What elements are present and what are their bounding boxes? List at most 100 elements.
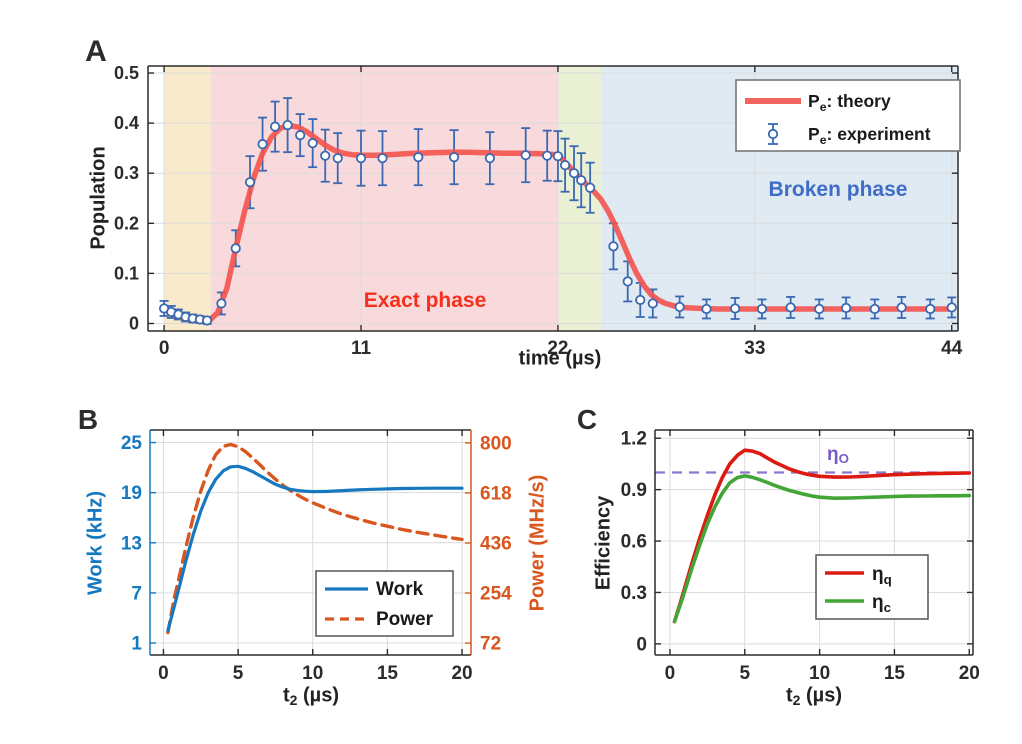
experiment-point — [946, 302, 957, 313]
experiment-point — [647, 298, 658, 309]
experiment-point — [814, 303, 825, 315]
panel-a-xtick-label: 22 — [547, 338, 568, 359]
experiment-point — [269, 121, 281, 132]
panel-a-ytick-label: 0.4 — [114, 113, 139, 133]
panel-c-legend: ηq ηc — [815, 554, 929, 620]
legend-experiment-label: Pe: experiment — [808, 124, 931, 147]
experiment-point — [608, 241, 619, 252]
panel-b-left-ytick-label: 13 — [121, 533, 142, 554]
legend-work-label: Work — [376, 579, 424, 600]
panel-a-ytick-label: 0.2 — [114, 213, 139, 233]
panel-b-left-ytick-label: 25 — [121, 433, 143, 454]
eta-c-curve — [672, 474, 972, 624]
experiment-point — [216, 298, 227, 309]
panel-b-left-ytick-label: 1 — [131, 634, 142, 655]
experiment-point — [320, 150, 331, 161]
panel-b-right-ytick-label: 254 — [480, 584, 512, 605]
panel-b-xtick-label: 0 — [158, 663, 169, 684]
panel-a-xtick-label: 33 — [744, 338, 765, 359]
experiment-point — [674, 301, 685, 313]
experiment-point — [282, 120, 293, 131]
panel-b-right-ytick-label: 618 — [480, 483, 512, 504]
panel-c-xtick-label: 10 — [809, 663, 830, 684]
panel-a-x-axis-label: time (µs) — [518, 347, 602, 370]
panel-b-xtick-label: 15 — [377, 663, 399, 684]
experiment-point — [542, 150, 553, 161]
panel-c-ytick-label: 0.6 — [621, 532, 647, 553]
experiment-point — [622, 276, 633, 287]
panel-c-x-label-main: t — [786, 684, 793, 707]
experiment-point — [730, 303, 741, 314]
legend-theory-label: Pe: theory — [808, 91, 891, 114]
experiment-point — [576, 175, 587, 186]
phase-band — [210, 66, 558, 331]
eta-o-annotation: ηO — [827, 444, 849, 466]
panel-b-xtick-label: 10 — [302, 663, 323, 684]
experiment-point — [244, 177, 256, 188]
legend-eta-c-label: ηc — [872, 592, 891, 615]
panel-a-ytick-label: 0.5 — [114, 63, 139, 83]
panel-c-ytick-label: 1.2 — [621, 429, 647, 450]
broken-phase-annotation: Broken phase — [768, 178, 908, 201]
panel-b-left-ytick-label: 19 — [121, 483, 142, 504]
panel-b-right-ytick-label: 436 — [480, 533, 512, 554]
experiment-point — [756, 303, 768, 315]
panel-a-ytick-label: 0 — [129, 313, 139, 333]
panel-b-left-y-axis-label: Work (kHz) — [84, 490, 107, 596]
experiment-point — [377, 153, 388, 164]
experiment-point — [230, 243, 241, 254]
panel-b-x-label-sub: 2 — [289, 691, 298, 708]
panel-a-plot: 0 11 22 33 44 0 0.1 0.2 0.3 0.4 0.5 Pe: theory Pe: e… — [114, 63, 963, 359]
panel-c-y-axis-label: Efficiency — [592, 495, 615, 591]
experiment-point — [559, 160, 571, 171]
panel-a-xtick-label: 44 — [941, 338, 963, 359]
experiment-point — [841, 302, 852, 314]
experiment-point — [520, 150, 531, 161]
phase-band — [557, 66, 601, 331]
experiment-point — [635, 294, 646, 306]
experiment-point — [307, 138, 318, 149]
experiment-point — [552, 151, 564, 162]
experiment-point — [201, 315, 213, 326]
experiment-point — [701, 303, 712, 315]
eta-q-curve — [672, 448, 972, 624]
exact-phase-annotation: Exact phase — [363, 289, 487, 312]
experiment-point — [448, 152, 460, 163]
panel-a-y-axis-label: Population — [87, 146, 110, 250]
experiment-point — [413, 152, 424, 163]
legend-box — [315, 570, 454, 637]
panel-b-xtick-label: 20 — [451, 663, 472, 684]
experiment-point — [785, 302, 796, 313]
panel-a-xtick-label: 11 — [351, 338, 372, 359]
legend-errorbar-marker — [767, 128, 779, 140]
panel-a-ytick-label: 0.3 — [114, 163, 139, 183]
panel-b-legend: Work Power — [315, 570, 454, 637]
eta-o-symbol: η — [827, 443, 839, 465]
experiment-point — [896, 302, 907, 313]
panel-a-xtick-label: 0 — [159, 338, 170, 359]
experiment-point — [332, 153, 343, 164]
experiment-point — [568, 168, 580, 179]
work-curve — [166, 464, 464, 633]
panel-c-plot: 0 5 10 15 20 0 0.3 0.6 0.9 1.2 ηq ηc — [621, 429, 980, 684]
panel-c-xtick-label: 15 — [884, 663, 906, 684]
panel-c-ytick-label: 0.3 — [621, 583, 647, 604]
legend-power-label: Power — [376, 609, 434, 630]
panel-a-letter: A — [85, 35, 107, 68]
panel-b-x-axis-label: t2 (µs) — [283, 684, 339, 708]
panel-b-x-label-unit: (µs) — [297, 684, 339, 707]
panel-b-left-ytick-label: 7 — [131, 583, 142, 604]
phase-band — [164, 66, 211, 331]
panel-b-letter: B — [77, 404, 99, 435]
panel-a-legend: Pe: theory Pe: experiment — [735, 79, 961, 152]
panel-c-ytick-label: 0.9 — [621, 480, 647, 501]
panel-b-plot: 0 5 10 15 20 1 7 13 19 25 72 254 436 618 800 Work Power — [121, 429, 512, 684]
experiment-point — [869, 303, 880, 315]
experiment-point — [925, 303, 936, 315]
power-curve — [166, 442, 464, 635]
panel-c-ytick-label: 0 — [636, 634, 647, 655]
legend-eta-q-label: ηq — [872, 564, 892, 587]
panel-c-xtick-label: 0 — [665, 663, 676, 684]
panel-c-x-label-sub: 2 — [792, 691, 801, 708]
